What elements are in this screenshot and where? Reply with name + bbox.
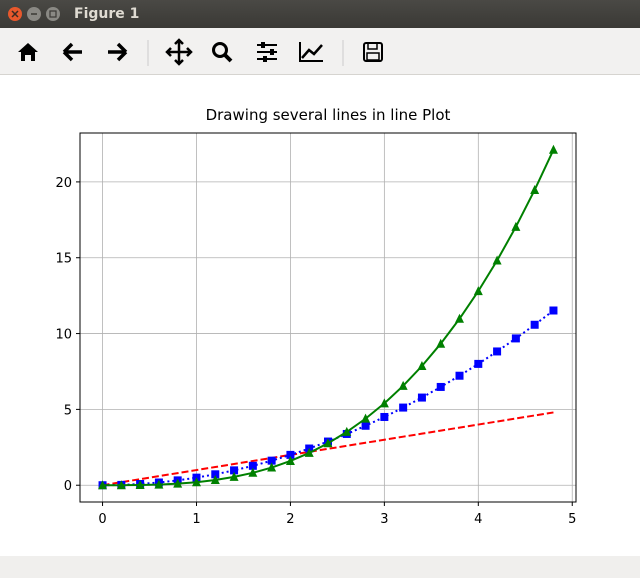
marker [342, 426, 352, 436]
marker [248, 467, 258, 477]
marker [286, 450, 295, 459]
chart-title: Drawing several lines in line Plot [206, 106, 451, 124]
status-bar [0, 556, 640, 578]
axes-button[interactable] [299, 42, 323, 62]
save-button[interactable] [363, 42, 383, 62]
marker [304, 447, 314, 457]
marker [417, 393, 426, 402]
y-tick-label: 0 [64, 479, 72, 494]
marker [191, 477, 201, 487]
marker [492, 255, 502, 265]
marker [135, 480, 145, 490]
zoom-button[interactable] [212, 42, 233, 63]
marker [493, 347, 502, 356]
marker [285, 455, 295, 465]
title-bar: Figure 1 [0, 0, 640, 28]
y-tick-label: 20 [55, 176, 72, 191]
x-tick-label: 0 [98, 512, 106, 527]
marker [267, 462, 277, 472]
marker [267, 456, 276, 465]
marker [323, 438, 333, 448]
marker [455, 313, 465, 323]
y-tick-label: 5 [64, 403, 72, 418]
configure-button[interactable] [257, 42, 277, 62]
marker [229, 471, 239, 481]
home-button[interactable] [18, 43, 38, 61]
marker [530, 184, 540, 194]
y-tick-label: 15 [55, 252, 72, 267]
marker [98, 480, 108, 490]
marker [361, 413, 371, 423]
marker [511, 334, 520, 343]
pan-button[interactable] [165, 38, 193, 66]
marker [230, 466, 239, 475]
toolbar-icons [18, 38, 383, 66]
marker [361, 421, 370, 430]
forward-button[interactable] [108, 42, 128, 62]
series-line [102, 149, 555, 487]
marker [379, 398, 389, 408]
x-tick-label: 4 [474, 512, 482, 527]
window-buttons [8, 7, 60, 21]
x-tick-label: 5 [568, 512, 576, 527]
toolbar [0, 28, 640, 75]
marker [548, 144, 558, 154]
marker [398, 380, 408, 390]
marker [549, 306, 558, 315]
marker [530, 320, 539, 329]
marker [436, 338, 446, 348]
marker [211, 470, 220, 479]
series-line [102, 411, 554, 487]
marker [455, 371, 464, 380]
y-tick-label: 10 [55, 328, 72, 343]
marker [210, 474, 220, 484]
marker [417, 361, 427, 371]
marker [154, 479, 164, 489]
marker [399, 403, 408, 412]
plot-frame [79, 132, 577, 503]
marker [473, 286, 483, 296]
marker [511, 221, 521, 231]
marker [380, 412, 389, 421]
x-tick-label: 2 [286, 512, 294, 527]
x-tick-label: 3 [380, 512, 388, 527]
x-tick-label: 1 [192, 512, 200, 527]
marker [248, 461, 257, 470]
marker [116, 480, 126, 490]
marker [173, 478, 183, 488]
window-title: Figure 1 [74, 6, 140, 22]
marker [474, 359, 483, 368]
series-line [102, 309, 555, 487]
chart: Drawing several lines in line Plot 0 1 2 3 4… [55, 106, 577, 527]
marker [436, 382, 445, 391]
back-button[interactable] [62, 42, 82, 62]
